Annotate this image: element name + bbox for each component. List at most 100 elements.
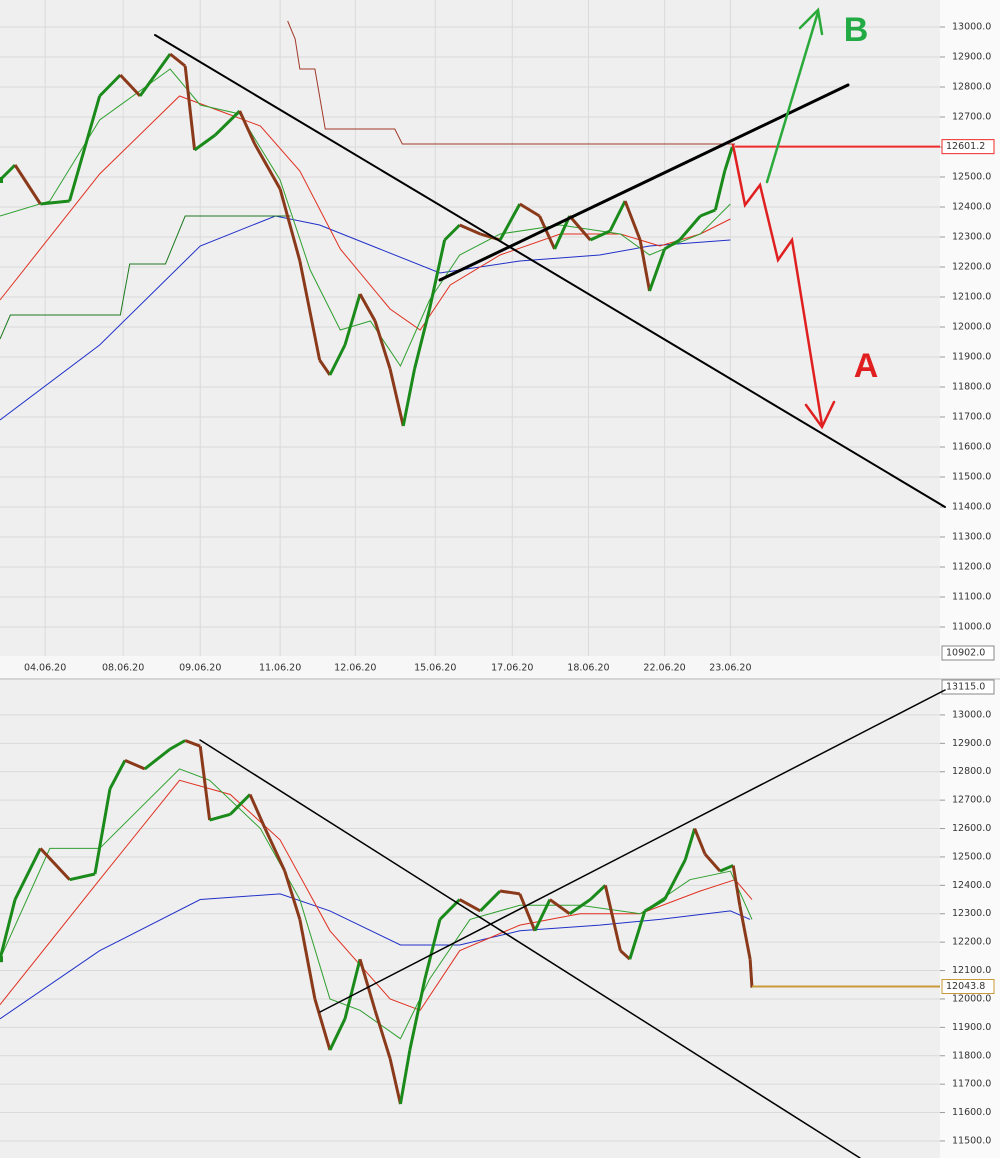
arrow-head bbox=[804, 400, 836, 430]
price-bar bbox=[398, 1049, 412, 1105]
price-bar bbox=[498, 203, 522, 241]
x-tick-label: 04.06.20 bbox=[24, 663, 66, 674]
price-bar bbox=[184, 739, 201, 748]
price-bar bbox=[373, 320, 392, 370]
y-tick-label: 11200.0 bbox=[952, 562, 991, 573]
price-bar bbox=[519, 202, 541, 218]
price-bar bbox=[589, 229, 611, 242]
price-bar bbox=[13, 847, 42, 901]
x-tick-label: 15.06.20 bbox=[414, 663, 456, 674]
price-bar bbox=[713, 170, 727, 211]
trend-line bbox=[438, 83, 850, 282]
y-tick-label: 11800.0 bbox=[952, 382, 991, 393]
price-bar bbox=[278, 188, 302, 262]
price-bar bbox=[648, 248, 666, 292]
price-bar bbox=[198, 745, 212, 821]
y-tick-label: 11600.0 bbox=[952, 442, 991, 453]
price-bar bbox=[644, 898, 666, 913]
price-bar bbox=[68, 95, 102, 202]
price-bar bbox=[479, 889, 502, 912]
y-tick-label: 12400.0 bbox=[952, 202, 991, 213]
price-bar bbox=[638, 239, 652, 292]
price-bar bbox=[549, 898, 571, 915]
y-tick-label: 12800.0 bbox=[952, 766, 991, 777]
y-tick-label: 11000.0 bbox=[952, 622, 991, 633]
price-bar bbox=[248, 793, 267, 830]
price-bar bbox=[748, 959, 754, 988]
price-bar bbox=[343, 293, 362, 346]
axis-end-box bbox=[941, 645, 995, 661]
price-bar bbox=[388, 1058, 402, 1105]
y-tick-label: 12500.0 bbox=[952, 172, 991, 183]
trend-line bbox=[319, 689, 946, 1013]
annotation: A bbox=[854, 347, 879, 385]
y-tick-label: 11900.0 bbox=[952, 352, 991, 363]
plot-background bbox=[0, 0, 940, 1158]
price-label-box bbox=[941, 979, 995, 995]
price-bar bbox=[69, 872, 96, 882]
price-bar bbox=[413, 308, 432, 370]
price-bar bbox=[568, 215, 592, 241]
y-tick-label: 12900.0 bbox=[952, 738, 991, 749]
x-tick-label: 08.06.20 bbox=[102, 663, 144, 674]
price-bar bbox=[209, 812, 231, 822]
price-bar bbox=[124, 758, 146, 771]
price-bar bbox=[738, 904, 752, 960]
y-tick-label: 12200.0 bbox=[952, 937, 991, 948]
price-bar bbox=[703, 853, 722, 873]
x-tick-label: 18.06.20 bbox=[567, 663, 609, 674]
line-series bbox=[0, 68, 731, 368]
price-bar bbox=[313, 998, 332, 1051]
price-bar bbox=[13, 164, 42, 205]
y-tick-label: 12500.0 bbox=[952, 851, 991, 862]
x-tick-label: 11.06.20 bbox=[259, 663, 301, 674]
price-bar bbox=[93, 788, 112, 875]
y-tick-label: 11700.0 bbox=[952, 412, 991, 423]
price-bar bbox=[298, 919, 317, 1000]
x-tick-label: 12.06.20 bbox=[334, 663, 376, 674]
price-bar bbox=[533, 898, 552, 932]
trend-line bbox=[199, 739, 861, 1158]
line-series bbox=[287, 20, 736, 145]
y-tick-label: 12700.0 bbox=[952, 795, 991, 806]
price-bar bbox=[169, 52, 187, 68]
price-bar bbox=[568, 898, 592, 915]
y-tick-label: 11500.0 bbox=[952, 1135, 991, 1146]
price-bar bbox=[343, 958, 362, 1020]
y-tick-label: 11500.0 bbox=[952, 472, 991, 483]
price-bar bbox=[143, 747, 172, 771]
trend-line bbox=[154, 34, 946, 508]
price-bar bbox=[401, 368, 417, 427]
price-label-box bbox=[941, 139, 995, 155]
price-bar bbox=[663, 238, 681, 251]
price-bar bbox=[663, 859, 687, 901]
price-bar bbox=[518, 893, 537, 932]
annotation: B bbox=[844, 11, 869, 49]
price-bar bbox=[683, 828, 697, 861]
price-bar bbox=[619, 949, 631, 961]
price-bar bbox=[40, 199, 70, 206]
y-tick-label: 11800.0 bbox=[952, 1050, 991, 1061]
y-tick-label: 11900.0 bbox=[952, 1022, 991, 1033]
y-tick-label: 12300.0 bbox=[952, 908, 991, 919]
price-bar bbox=[229, 793, 252, 816]
price-bar bbox=[623, 200, 642, 241]
y-tick-label: 12600.0 bbox=[952, 823, 991, 834]
price-bar bbox=[553, 215, 572, 250]
price-bar bbox=[263, 827, 287, 872]
price-bar bbox=[423, 919, 442, 980]
y-tick-label: 11300.0 bbox=[952, 532, 991, 543]
price-bar bbox=[459, 223, 481, 236]
price-label: 12043.8 bbox=[946, 981, 985, 992]
price-bar bbox=[238, 110, 257, 145]
price-bar bbox=[589, 884, 607, 901]
price-bar bbox=[193, 133, 217, 152]
line-series bbox=[0, 215, 731, 421]
x-tick-label: 22.06.20 bbox=[643, 663, 685, 674]
price-bar bbox=[428, 239, 447, 310]
price-label: 12601.2 bbox=[946, 141, 985, 152]
drawings bbox=[154, 7, 946, 1158]
price-bar bbox=[119, 73, 142, 98]
price-bar bbox=[298, 260, 322, 361]
